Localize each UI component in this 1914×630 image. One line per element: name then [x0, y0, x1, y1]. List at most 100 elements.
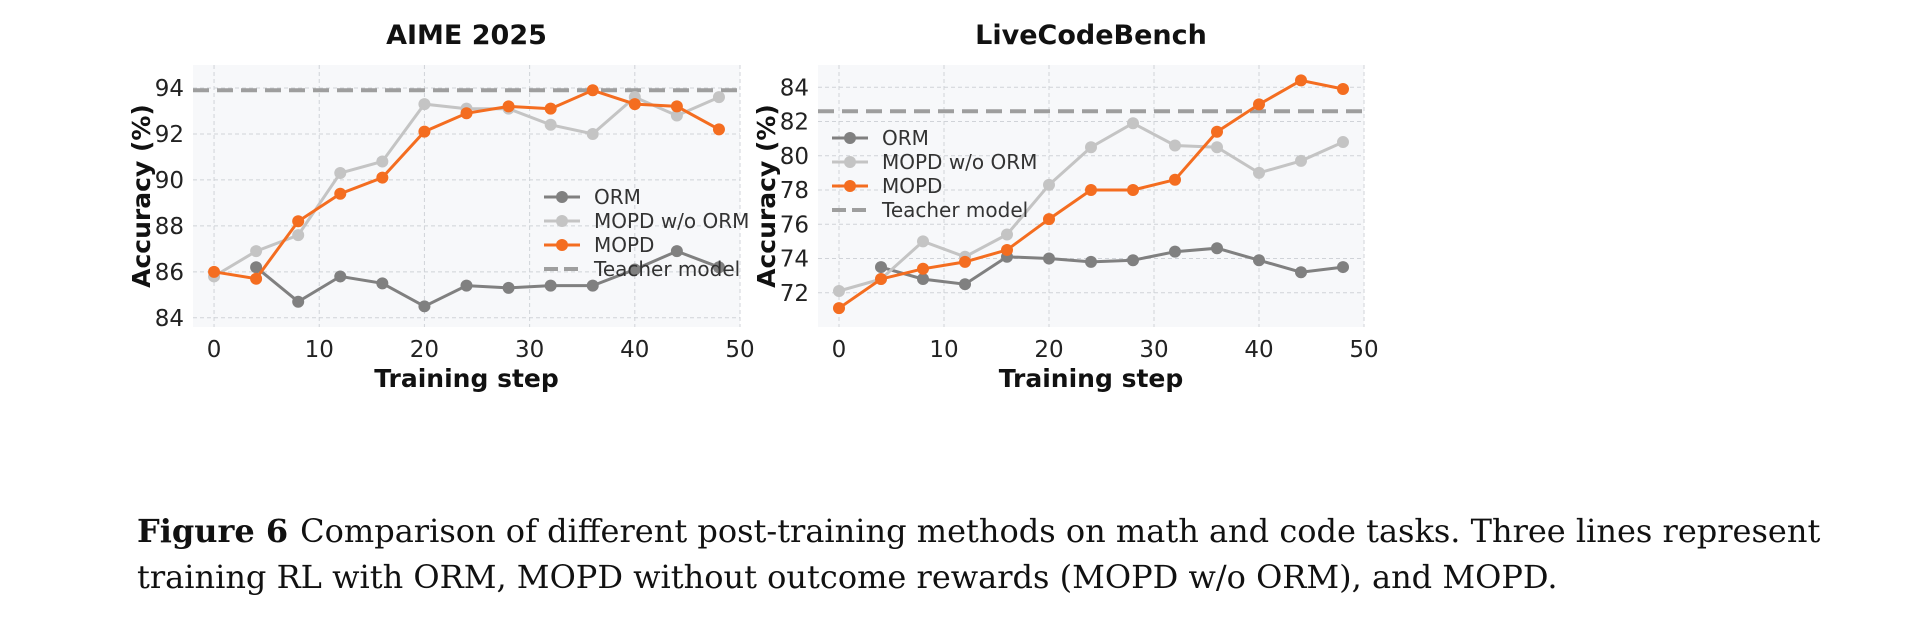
data-point-mopd-w-o-orm [1001, 228, 1013, 241]
y-tick-label: 94 [155, 76, 184, 102]
data-point-orm [250, 261, 263, 274]
data-point-mopd [250, 272, 263, 285]
x-tick-label: 20 [410, 337, 439, 363]
x-axis-label: Training step [374, 364, 559, 393]
data-point-mopd [959, 255, 971, 268]
data-point-mopd-w-o-orm [712, 91, 725, 104]
legend-marker [844, 132, 856, 144]
y-tick-label: 84 [155, 306, 184, 332]
data-point-mopd-w-o-orm [670, 109, 683, 122]
data-point-orm [712, 261, 725, 274]
y-axis-label: Accuracy (%) [752, 104, 781, 288]
data-point-mopd [1043, 213, 1055, 226]
data-point-mopd-w-o-orm [1337, 136, 1349, 149]
data-point-orm [1085, 255, 1097, 268]
x-tick-label: 10 [305, 337, 334, 363]
y-tick-label: 92 [155, 122, 184, 148]
x-tick-label: 50 [725, 337, 754, 363]
data-point-mopd [1337, 82, 1349, 95]
data-point-mopd-w-o-orm [250, 245, 263, 258]
legend-label: ORM [594, 185, 641, 209]
x-tick-label: 10 [929, 337, 958, 363]
data-point-orm [1253, 254, 1265, 267]
legend-marker [556, 239, 568, 251]
series-line-orm [880, 246, 1344, 286]
data-point-mopd [460, 107, 473, 120]
data-point-mopd-w-o-orm [334, 167, 347, 180]
data-point-mopd [586, 84, 599, 97]
x-tick-label: 0 [832, 337, 847, 363]
y-tick-label: 76 [780, 212, 809, 238]
data-point-mopd [1295, 74, 1307, 87]
data-point-orm [1169, 245, 1181, 258]
caption-label: Figure 6 [137, 512, 289, 550]
data-point-orm [334, 270, 347, 283]
data-point-mopd-w-o-orm [544, 118, 557, 131]
y-tick-label: 80 [780, 144, 809, 170]
caption-text: Comparison of different post-training me… [137, 512, 1821, 596]
data-point-mopd [917, 262, 929, 275]
data-point-orm [959, 278, 971, 291]
data-point-mopd [712, 123, 725, 136]
legend-marker [556, 191, 568, 203]
data-point-mopd-w-o-orm [292, 229, 305, 242]
x-tick-label: 40 [620, 337, 649, 363]
data-point-mopd [1253, 98, 1265, 111]
data-point-mopd-w-o-orm [833, 285, 845, 298]
y-tick-label: 86 [155, 260, 184, 286]
x-tick-label: 30 [1139, 337, 1168, 363]
y-tick-label: 84 [780, 75, 809, 101]
legend-marker [844, 180, 856, 192]
data-point-orm [460, 279, 473, 292]
legend-label: MOPD w/o ORM [882, 150, 1037, 174]
data-point-mopd [1085, 184, 1097, 197]
data-point-orm [1043, 252, 1055, 265]
data-point-mopd [875, 273, 887, 286]
x-tick-label: 0 [207, 337, 222, 363]
legend-label: ORM [882, 126, 929, 150]
chart-panel-0: AIME 2025 0 10 20 30 40 50 84 86 88 90 92 94 Training… [127, 20, 755, 393]
legend-label: MOPD [882, 174, 942, 198]
data-point-orm [670, 245, 683, 258]
data-point-mopd-w-o-orm [586, 127, 599, 140]
data-point-orm [292, 295, 305, 308]
data-point-orm [1211, 242, 1223, 255]
data-point-mopd-w-o-orm [917, 235, 929, 248]
y-tick-label: 88 [155, 214, 184, 240]
chart-title: AIME 2025 [386, 20, 547, 51]
x-tick-label: 50 [1349, 337, 1378, 363]
figure: AIME 2025 0 10 20 30 40 50 84 86 88 90 92 94 Training… [127, 20, 1379, 393]
data-point-mopd [502, 100, 515, 113]
data-point-orm [1337, 261, 1349, 274]
data-point-mopd [1211, 125, 1223, 138]
data-point-mopd [376, 171, 389, 184]
legend-label: Teacher model [881, 198, 1028, 222]
data-point-orm [1127, 254, 1139, 267]
data-point-mopd-w-o-orm [1127, 117, 1139, 130]
chart-title: LiveCodeBench [975, 20, 1207, 51]
x-tick-label: 30 [515, 337, 544, 363]
data-point-orm [502, 281, 515, 294]
data-point-orm [917, 273, 929, 286]
legend-label: MOPD [594, 233, 654, 257]
data-point-mopd-w-o-orm [1043, 178, 1055, 191]
series-line-orm [255, 249, 720, 308]
data-point-mopd [1169, 173, 1181, 186]
data-point-mopd [334, 187, 347, 200]
data-point-mopd [1127, 184, 1139, 197]
y-tick-label: 90 [155, 168, 184, 194]
data-point-orm [376, 277, 389, 290]
data-point-mopd-w-o-orm [1253, 166, 1265, 179]
data-point-mopd [833, 302, 845, 315]
legend-marker [844, 156, 856, 168]
data-point-orm [628, 263, 641, 276]
y-axis-label: Accuracy (%) [127, 104, 156, 288]
data-point-orm [544, 279, 557, 292]
y-tick-label: 72 [780, 281, 809, 307]
y-tick-label: 78 [780, 178, 809, 204]
data-point-mopd-w-o-orm [418, 98, 431, 111]
data-point-mopd [292, 215, 305, 228]
data-point-mopd [1001, 243, 1013, 256]
data-point-mopd-w-o-orm [1295, 154, 1307, 167]
